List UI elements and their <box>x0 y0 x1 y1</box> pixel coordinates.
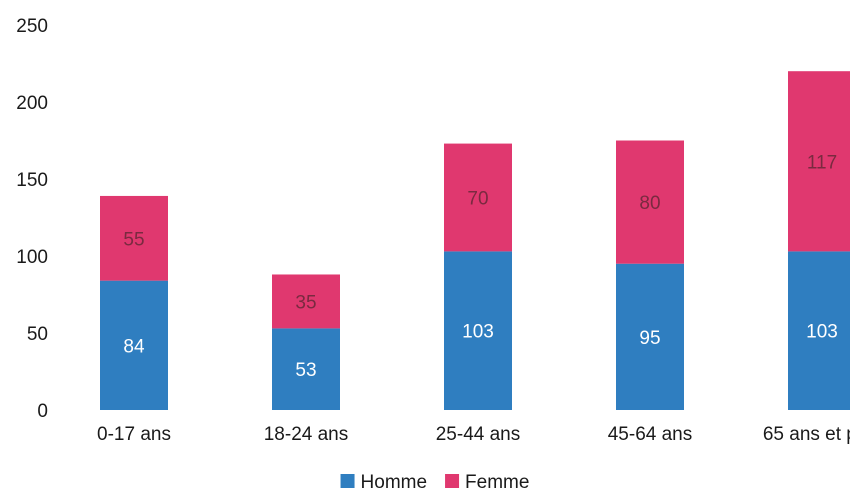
x-tick-label: 0-17 ans <box>97 424 171 445</box>
x-axis: 0-17 ans 18-24 ans 25-44 ans 45-64 ans 65 an… <box>97 424 850 445</box>
bars: 84 55 53 35 103 70 95 80 103 117 <box>100 71 850 410</box>
legend-label: Homme <box>361 472 428 493</box>
legend-label: Femme <box>465 472 529 493</box>
bar-femme-2 <box>444 143 512 252</box>
bar-femme-3 <box>616 140 684 264</box>
y-tick-label: 100 <box>16 247 48 268</box>
data-label-homme-1: 53 <box>295 360 316 381</box>
y-tick-label: 200 <box>16 93 48 114</box>
bar-femme-0 <box>100 195 168 281</box>
bar-homme-1 <box>272 328 340 410</box>
bar-homme-0 <box>100 280 168 410</box>
data-label-femme-2: 70 <box>467 188 488 209</box>
legend-swatch <box>445 474 460 488</box>
data-label-homme-2: 103 <box>462 322 494 343</box>
data-label-femme-3: 80 <box>639 193 660 214</box>
y-tick-label: 150 <box>16 170 48 191</box>
bar-femme-4 <box>788 71 850 252</box>
data-label-homme-0: 84 <box>123 336 145 357</box>
legend-item-homme: Homme <box>340 472 428 493</box>
y-tick-label: 50 <box>27 324 48 345</box>
data-label-femme-4: 117 <box>807 152 837 173</box>
data-label-femme-1: 35 <box>295 292 316 313</box>
legend: Homme Femme <box>340 472 529 493</box>
x-tick-label: 18-24 ans <box>264 424 349 445</box>
y-tick-label: 250 <box>16 16 48 37</box>
data-label-femme-0: 55 <box>123 229 144 250</box>
data-label-homme-4: 103 <box>806 322 838 343</box>
bar-homme-4 <box>788 251 850 410</box>
data-label-homme-3: 95 <box>639 328 660 349</box>
bar-femme-1 <box>272 274 340 329</box>
bar-homme-2 <box>444 251 512 410</box>
x-tick-label: 65 ans et plus <box>763 424 850 445</box>
legend-swatch <box>340 474 355 488</box>
x-tick-label: 45-64 ans <box>608 424 693 445</box>
legend-item-femme: Femme <box>445 472 529 493</box>
y-tick-label: 0 <box>37 401 48 422</box>
x-tick-label: 25-44 ans <box>436 424 521 445</box>
y-axis: 0 50 100 150 200 250 <box>16 16 48 422</box>
bar-homme-3 <box>616 263 684 410</box>
